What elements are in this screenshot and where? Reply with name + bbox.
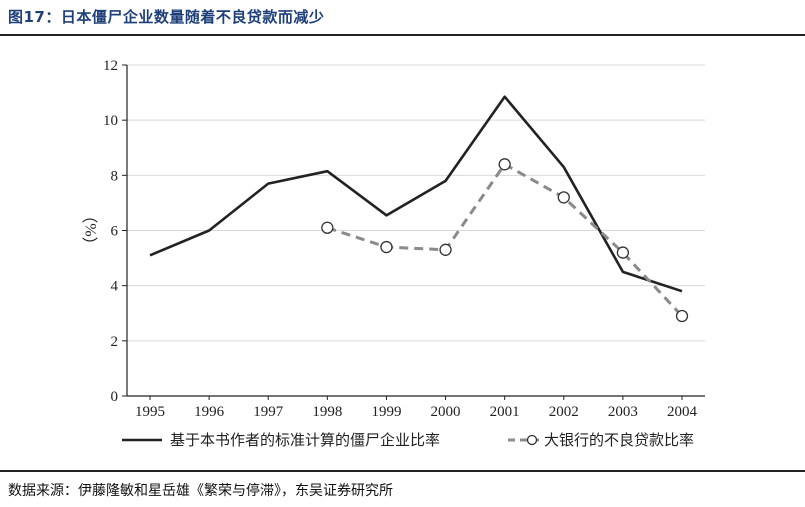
x-tick-label-2003: 2003 [608,404,638,420]
series-2-point-2004 [675,309,689,323]
y-tick-label-6: 6 [111,224,119,240]
x-tick-labels: 1995 1996 1997 1998 1999 2000 2001 2002 2003 2004 [135,404,698,420]
y-tick-label-8: 8 [111,168,119,184]
series-2-point-2000 [439,243,452,256]
y-axis-label: （%） [82,207,100,252]
series-2-point-2002 [557,191,570,204]
data-source: 数据来源：伊藤隆敏和星岳雄《繁荣与停滞》，东吴证券研究所 [8,483,393,499]
x-tick-label-2000: 2000 [431,404,461,420]
x-tick-label-2004: 2004 [667,404,698,420]
series-2-point-1998 [321,221,334,234]
series-line-1 [149,95,683,293]
series-2-point-2003 [616,246,630,259]
x-tick-label-1997: 1997 [253,404,284,420]
legend-swatch-2-marker [526,434,538,446]
y-tick-label-12: 12 [103,58,118,74]
line-chart: 0 2 4 6 8 10 12 1995 1996 1997 1998 1999 2000 2001 20… [82,58,705,449]
x-tick-label-1995: 1995 [135,404,165,420]
y-tick-label-2: 2 [111,334,119,350]
legend-label-2: 大银行的不良贷款比率 [544,431,694,449]
legend-label-1: 基于本书作者的标准计算的僵尸企业比率 [170,431,440,449]
x-tick-label-2002: 2002 [549,404,579,420]
chart-gridlines [127,64,705,342]
x-tick-label-2001: 2001 [490,404,520,420]
source-rule [0,470,805,472]
chart-series [149,95,689,323]
x-tick-label-1999: 1999 [371,404,401,420]
y-tick-label-10: 10 [103,113,118,129]
figure-title: 图17：日本僵尸企业数量随着不良贷款而减少 [8,8,325,26]
y-tick-labels: 0 2 4 6 8 10 12 [103,58,119,405]
series-line-2 [326,162,684,318]
y-tick-label-4: 4 [111,279,119,295]
chart-legend: 基于本书作者的标准计算的僵尸企业比率 大银行的不良贷款比率 [122,431,694,449]
title-rule [0,34,805,36]
y-tick-label-0: 0 [111,389,119,405]
x-tick-label-1996: 1996 [194,404,225,420]
x-tick-label-1998: 1998 [312,404,342,420]
chart-axes [122,64,705,400]
series-2-point-1999 [380,240,393,254]
series-2-point-2001 [498,158,511,171]
